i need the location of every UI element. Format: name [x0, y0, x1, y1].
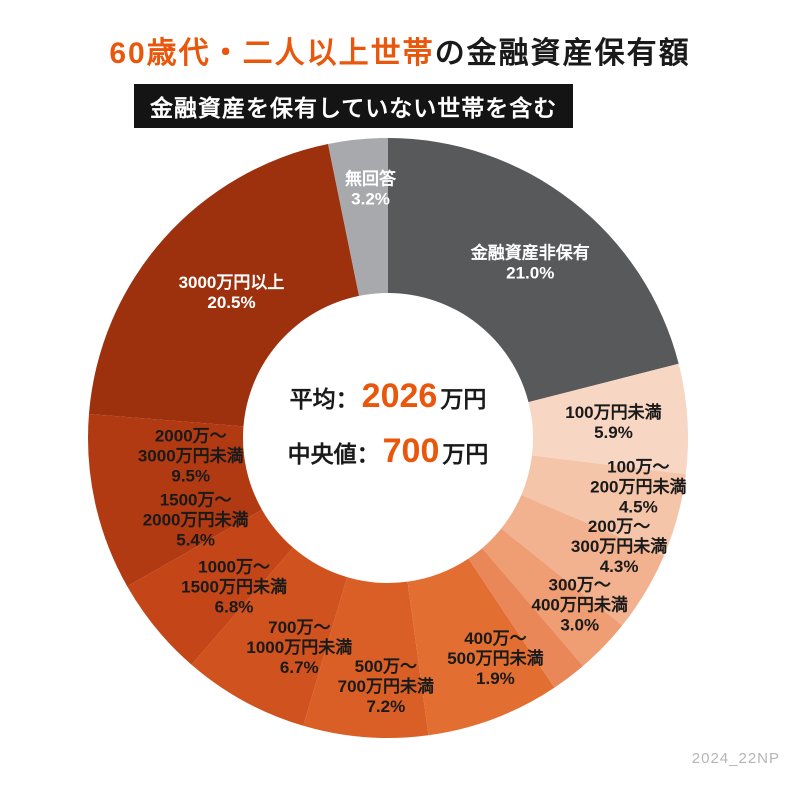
median-value: 700 — [382, 432, 440, 470]
pie-slice-7 — [407, 558, 555, 736]
page-title: 60歳代・二人以上世帯の金融資産保有額 — [0, 28, 800, 72]
pie-slice-12 — [88, 144, 360, 427]
pie-slice-11 — [87, 413, 262, 587]
pie-slice-4 — [501, 495, 664, 626]
pie-slice-9 — [191, 547, 348, 726]
mean-unit: 万円 — [440, 386, 487, 412]
slice-label-11: 2000万～ 3000万円未満 9.5% — [138, 426, 244, 485]
mean-label: 平均： — [289, 386, 359, 412]
pie-slice-6 — [468, 548, 583, 688]
title-accent: 60歳代・二人以上世帯 — [109, 37, 435, 70]
pie-slice-8 — [303, 577, 429, 738]
mean-value: 2026 — [361, 377, 438, 415]
pie-slice-10 — [127, 509, 294, 665]
slice-label-8: 700万～ 1000万円未満 6.7% — [246, 618, 352, 677]
slice-label-1: 金融資産非保有 21.0% — [470, 242, 590, 282]
pie-slice-2 — [528, 363, 688, 475]
slice-label-12: 3000万円以上 20.5% — [179, 273, 285, 312]
slice-label-10: 1500万～ 2000万円未満 5.4% — [143, 491, 249, 550]
center-stats: 平均： 2026 万円 中央値： 700 万円 — [288, 377, 489, 471]
slice-label-4: 200万～ 300万円未満 4.3% — [571, 517, 667, 576]
slice-label-13: 無回答 3.2% — [345, 169, 397, 209]
slice-label-3: 100万～ 200万円未満 4.5% — [590, 458, 686, 517]
median-unit: 万円 — [442, 441, 489, 467]
slice-label-2: 100万円未満 5.9% — [565, 402, 661, 442]
slice-label-7: 500万～ 700万円未満 7.2% — [338, 657, 434, 716]
slice-label-9: 1000万～ 1500万円未満 6.8% — [181, 558, 287, 617]
subtitle-text: 金融資産を保有していない世帯を含む — [150, 95, 558, 121]
slice-label-6: 400万～ 500万円未満 1.9% — [447, 629, 543, 688]
title-rest: の金融資産保有額 — [434, 37, 691, 70]
slice-label-5: 300万～ 400万円未満 3.0% — [532, 576, 628, 635]
median-label: 中央値： — [287, 441, 380, 467]
median-row: 中央値： 700 万円 — [288, 432, 489, 471]
pie-slice-3 — [521, 455, 686, 556]
mean-row: 平均： 2026 万円 — [290, 377, 487, 416]
source-watermark: 2024_22NP — [691, 750, 780, 767]
subtitle-badge: 金融資産を保有していない世帯を含む — [134, 84, 574, 128]
pie-slice-13 — [328, 138, 388, 296]
pie-slice-5 — [482, 528, 623, 666]
pie-slice-1 — [388, 138, 679, 403]
